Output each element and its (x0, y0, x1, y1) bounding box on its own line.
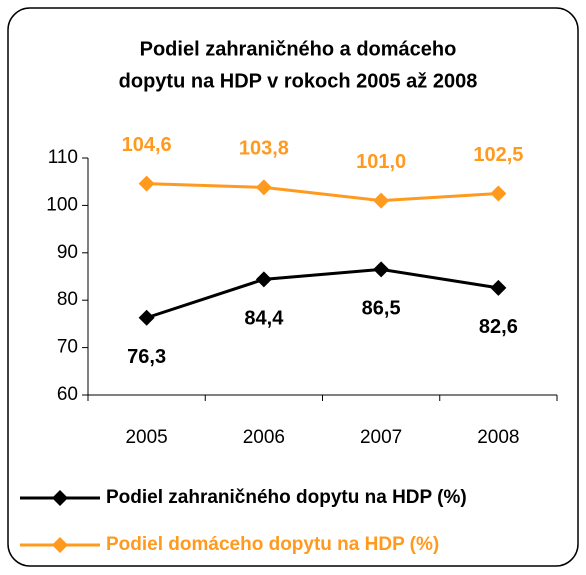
x-tick-label: 2007 (360, 427, 402, 448)
data-label: 103,8 (239, 138, 289, 160)
legend-label: Podiel zahraničného dopytu na HDP (%) (106, 487, 467, 508)
data-label: 102,5 (473, 144, 523, 166)
y-tick-label: 100 (46, 194, 78, 215)
chart-frame (7, 7, 579, 567)
x-tick-label: 2005 (125, 427, 167, 448)
data-label: 101,0 (356, 151, 406, 173)
y-tick-label: 70 (57, 337, 78, 358)
point-marker (490, 279, 507, 296)
data-label: 86,5 (362, 298, 401, 320)
data-label: 76,3 (127, 346, 166, 368)
point-marker (255, 179, 272, 196)
point-marker (373, 261, 390, 278)
y-tick-label: 60 (57, 384, 78, 405)
chart-title: dopytu na HDP v rokoch 2005 až 2008 (119, 70, 478, 92)
point-marker (490, 185, 507, 202)
series-line (146, 267, 499, 320)
y-tick-label: 90 (57, 242, 78, 263)
point-marker (138, 175, 155, 192)
data-label: 104,6 (122, 134, 172, 156)
x-tick-label: 2008 (477, 427, 519, 448)
legend-marker (52, 490, 68, 506)
legend-marker (52, 537, 68, 553)
data-label: 82,6 (479, 316, 518, 338)
point-marker (373, 192, 390, 209)
y-tick-label: 110 (48, 147, 78, 168)
legend-label: Podiel domáceho dopytu na HDP (%) (106, 534, 439, 555)
point-marker (138, 309, 155, 326)
x-tick-label: 2006 (243, 427, 285, 448)
data-label: 84,4 (244, 308, 284, 330)
point-marker (255, 271, 272, 288)
chart-title: Podiel zahraničného a domáceho (140, 38, 457, 60)
series-line (146, 182, 499, 203)
y-tick-label: 80 (57, 289, 78, 310)
